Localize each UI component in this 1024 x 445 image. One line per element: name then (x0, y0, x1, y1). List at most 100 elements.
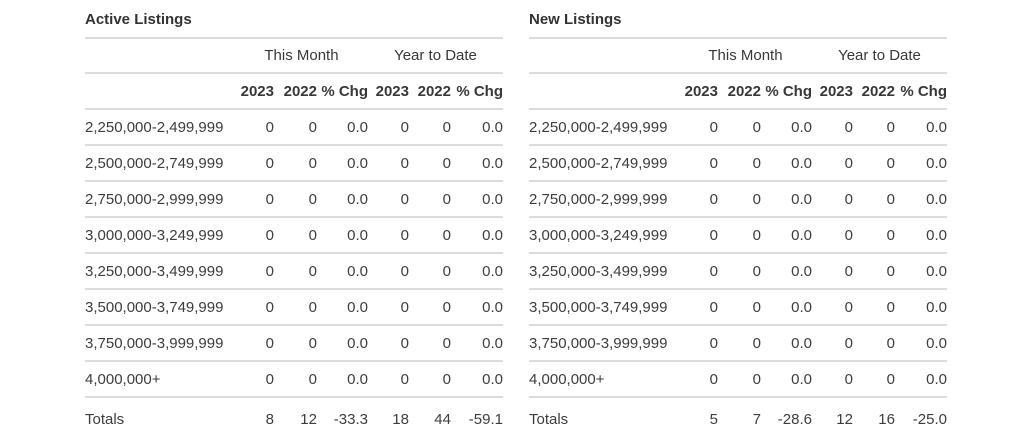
cell-value: 0 (265, 226, 274, 244)
cell-value: 0 (886, 118, 895, 136)
price-range-label: 3,000,000-3,249,999 (85, 226, 224, 244)
column-header-2023-ytd: 2023 (375, 82, 409, 100)
cell-value: 0 (844, 298, 853, 316)
cell-value: 0.0 (791, 226, 812, 244)
cell-value: 0.0 (347, 190, 368, 208)
cell-value: 0 (709, 154, 718, 172)
cell-value: 0 (709, 118, 718, 136)
cell-value: 0 (308, 154, 317, 172)
table-row: 3,250,000-3,499,999 0 0 0.0 0 0 0.0 (529, 253, 947, 289)
price-range-label: 4,000,000+ (85, 370, 161, 388)
cell-value: 0.0 (926, 262, 947, 280)
totals-row: Totals 8 12 -33.3 18 44 -59.1 (85, 397, 503, 441)
totals-row: Totals 5 7 -28.6 12 16 -25.0 (529, 397, 947, 441)
cell-value: 0 (265, 370, 274, 388)
table-row: 4,000,000+ 0 0 0.0 0 0 0.0 (85, 361, 503, 397)
column-header-spacer (85, 73, 235, 109)
cell-value: 5 (709, 411, 718, 428)
group-header-this-month: This Month (708, 47, 783, 64)
cell-value: 0 (844, 190, 853, 208)
active-listings-data-table: This Month Year to Date 2023 2022 % Chg … (85, 39, 503, 441)
price-range-label: 3,250,000-3,499,999 (85, 262, 224, 280)
cell-value: 0 (844, 262, 853, 280)
cell-value: 0.0 (926, 334, 947, 352)
cell-value: 0 (886, 370, 895, 388)
column-header-2023-month: 2023 (684, 82, 718, 100)
column-header-2023-ytd: 2023 (819, 82, 853, 100)
table-row: 3,750,000-3,999,999 0 0 0.0 0 0 0.0 (85, 325, 503, 361)
cell-value: 0 (709, 334, 718, 352)
table-row: 4,000,000+ 0 0 0.0 0 0 0.0 (529, 361, 947, 397)
cell-value: 0 (752, 154, 761, 172)
cell-value: 0 (886, 154, 895, 172)
cell-value: 0 (752, 370, 761, 388)
table-row: 3,000,000-3,249,999 0 0 0.0 0 0 0.0 (85, 217, 503, 253)
cell-value: 0 (308, 334, 317, 352)
table-row: 2,500,000-2,749,999 0 0 0.0 0 0 0.0 (85, 145, 503, 181)
cell-value: 0.0 (926, 298, 947, 316)
table-row: 2,250,000-2,499,999 0 0 0.0 0 0 0.0 (85, 109, 503, 145)
cell-value: -25.0 (912, 411, 947, 428)
cell-value: 0.0 (482, 262, 503, 280)
group-header-year-to-date: Year to Date (838, 47, 921, 64)
cell-value: 0 (844, 226, 853, 244)
table-row: 3,000,000-3,249,999 0 0 0.0 0 0 0.0 (529, 217, 947, 253)
new-listings-data-table: This Month Year to Date 2023 2022 % Chg … (529, 39, 947, 441)
cell-value: 0 (400, 370, 409, 388)
cell-value: 0 (265, 190, 274, 208)
group-header-spacer (85, 39, 235, 73)
column-header-2022-month: 2022 (727, 82, 761, 100)
cell-value: 0 (844, 154, 853, 172)
table-title-active-listings: Active Listings (85, 10, 503, 39)
cell-value: 0 (400, 298, 409, 316)
price-range-label: 3,000,000-3,249,999 (529, 226, 668, 244)
cell-value: 0 (752, 298, 761, 316)
cell-value: 0 (308, 370, 317, 388)
cell-value: 0 (400, 190, 409, 208)
column-header-pct-chg-ytd: % Chg (900, 82, 947, 100)
table-row: 2,750,000-2,999,999 0 0 0.0 0 0 0.0 (529, 181, 947, 217)
new-listings-table: New Listings This Month Year to Date 202… (529, 10, 947, 445)
column-header-2022-month: 2022 (283, 82, 317, 100)
table-row: 3,750,000-3,999,999 0 0 0.0 0 0 0.0 (529, 325, 947, 361)
table-title-new-listings: New Listings (529, 10, 947, 39)
cell-value: 44 (434, 411, 451, 428)
cell-value: 18 (392, 411, 409, 428)
table-row: 2,750,000-2,999,999 0 0 0.0 0 0 0.0 (85, 181, 503, 217)
cell-value: 0.0 (482, 226, 503, 244)
cell-value: 0 (752, 334, 761, 352)
cell-value: 0 (709, 190, 718, 208)
table-row: 2,500,000-2,749,999 0 0 0.0 0 0 0.0 (529, 145, 947, 181)
price-range-label: 2,750,000-2,999,999 (85, 190, 224, 208)
cell-value: 0 (886, 226, 895, 244)
cell-value: 0.0 (926, 370, 947, 388)
cell-value: 0 (886, 262, 895, 280)
cell-value: 0.0 (347, 154, 368, 172)
active-listings-table: Active Listings This Month Year to Date … (85, 10, 503, 445)
column-header-spacer (529, 73, 679, 109)
cell-value: 0 (400, 262, 409, 280)
cell-value: 0 (265, 262, 274, 280)
cell-value: 0 (752, 118, 761, 136)
cell-value: 0 (844, 370, 853, 388)
cell-value: 0 (752, 262, 761, 280)
cell-value: 0 (442, 370, 451, 388)
column-header-2022-ytd: 2022 (417, 82, 451, 100)
price-range-label: 3,500,000-3,749,999 (529, 298, 668, 316)
cell-value: 0 (400, 154, 409, 172)
group-header-row: This Month Year to Date (85, 39, 503, 73)
cell-value: 0 (886, 334, 895, 352)
cell-value: 0 (752, 226, 761, 244)
price-range-label: 3,500,000-3,749,999 (85, 298, 224, 316)
cell-value: 0 (844, 118, 853, 136)
cell-value: 0.0 (347, 370, 368, 388)
cell-value: 0.0 (482, 190, 503, 208)
cell-value: 0 (308, 298, 317, 316)
group-header-this-month: This Month (264, 47, 339, 64)
column-header-row: 2023 2022 % Chg 2023 2022 % Chg (529, 73, 947, 109)
cell-value: 0 (442, 226, 451, 244)
cell-value: 0 (400, 118, 409, 136)
column-header-pct-chg-month: % Chg (765, 82, 812, 100)
cell-value: 0 (400, 334, 409, 352)
group-header-year-to-date: Year to Date (394, 47, 477, 64)
